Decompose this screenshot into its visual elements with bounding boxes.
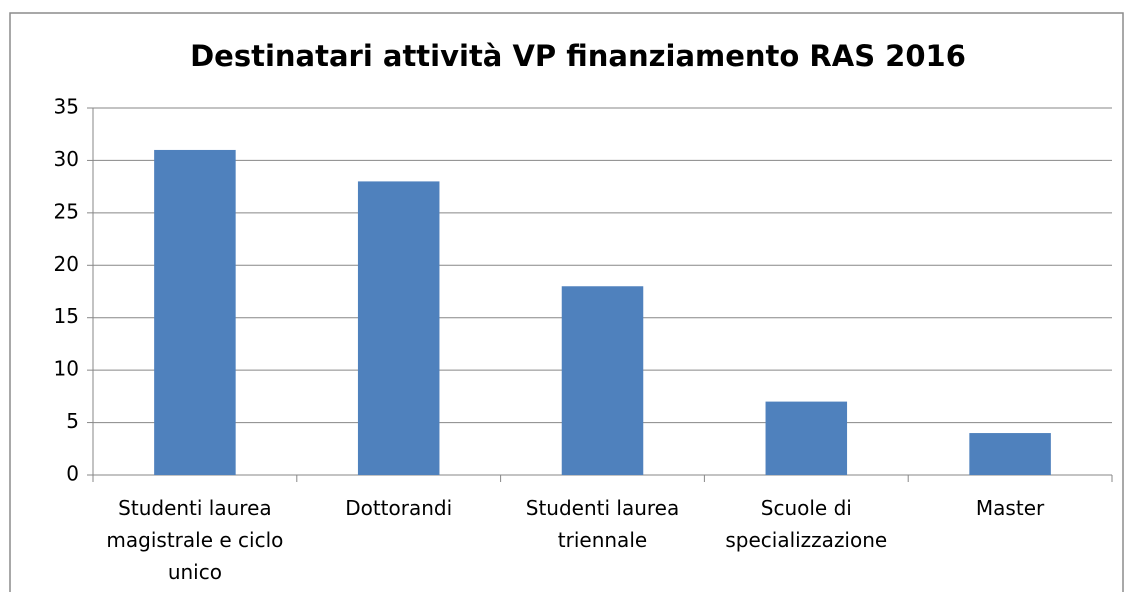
y-tick-label: 20 [54,252,79,276]
x-tick-label: Master [975,496,1045,520]
bar [561,286,644,475]
y-tick-label: 5 [66,409,79,433]
bar [357,181,440,475]
y-tick-label: 0 [66,462,79,486]
bar [969,433,1051,475]
x-tick-label: Studenti laurea magistrale e ciclo unico [106,496,284,584]
y-tick-label: 10 [54,357,79,381]
bar [154,149,236,475]
y-tick-label: 15 [54,304,79,328]
y-tick-label: 25 [54,199,79,223]
bar [765,401,848,475]
x-tick-label: Dottorandi [345,496,453,520]
chart-title: Destinatari attività VP finanziamento RA… [190,39,966,73]
x-tick-label: Scuole di specializzazione [725,496,888,552]
y-tick-label: 30 [54,147,79,171]
y-tick-label: 35 [54,95,79,119]
x-tick-label: Studenti laurea triennale [525,496,680,552]
